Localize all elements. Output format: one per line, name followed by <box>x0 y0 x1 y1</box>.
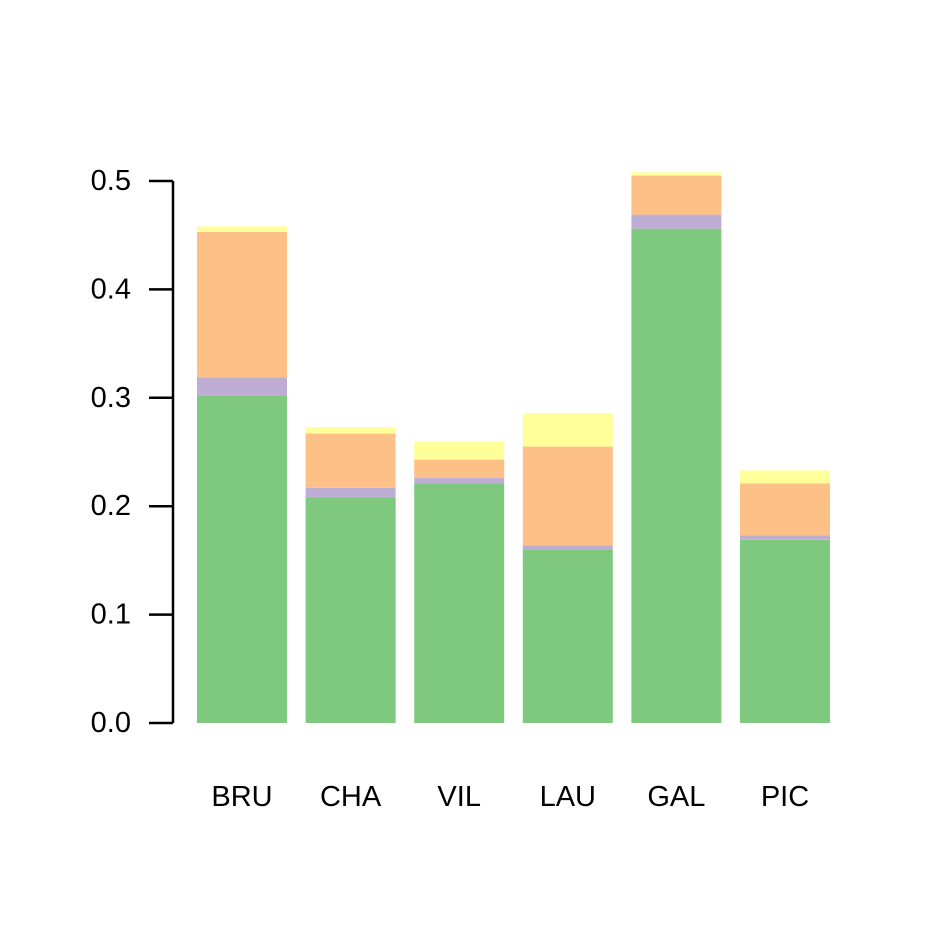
x-category-label: CHA <box>320 781 382 813</box>
bar-segment-bru-3 <box>197 231 287 378</box>
bar-segment-bru-2 <box>197 377 287 396</box>
bar-segment-cha-1 <box>305 497 396 723</box>
bar-segment-cha-3 <box>305 433 396 488</box>
bar-segment-lau-3 <box>522 446 613 546</box>
bar-segment-pic-3 <box>740 483 830 536</box>
y-axis: 0.0 0.1 0.2 0.3 0.4 0.5 <box>91 165 175 739</box>
x-category-label: VIL <box>437 781 481 813</box>
bar-segment-cha-2 <box>305 487 396 498</box>
bar-segment-gal-3 <box>631 175 722 215</box>
bar-segment-cha-4 <box>305 427 396 434</box>
bar-segment-bru-1 <box>197 395 287 723</box>
bar-segment-lau-1 <box>522 549 613 723</box>
x-category-label: GAL <box>647 781 705 813</box>
y-tick-label: 0.0 <box>91 707 131 739</box>
bar-segment-vil-2 <box>414 478 505 484</box>
bar-segment-vil-3 <box>414 459 505 479</box>
y-tick-label: 0.2 <box>91 490 131 522</box>
x-category-label: LAU <box>540 781 596 813</box>
x-category-label: BRU <box>211 781 272 813</box>
bar-segment-pic-1 <box>740 539 830 723</box>
bar-segment-vil-4 <box>414 441 505 460</box>
y-tick-label: 0.5 <box>91 165 131 197</box>
bar-segment-gal-2 <box>631 214 722 229</box>
x-axis-labels: BRU CHA VIL LAU GAL PIC <box>211 781 809 813</box>
bar-segment-lau-2 <box>522 545 613 550</box>
bar-segment-bru-4 <box>197 226 287 232</box>
y-tick-label: 0.1 <box>91 599 131 631</box>
bar-segment-gal-1 <box>631 228 722 724</box>
bars-group <box>197 172 830 724</box>
bar-segment-pic-2 <box>740 535 830 540</box>
bar-segment-vil-1 <box>414 483 505 723</box>
x-category-label: PIC <box>761 781 809 813</box>
y-tick-label: 0.4 <box>91 273 131 305</box>
bar-segment-pic-4 <box>740 470 830 484</box>
bar-segment-gal-4 <box>631 172 722 176</box>
y-tick-label: 0.3 <box>91 382 131 414</box>
bar-segment-lau-4 <box>522 412 613 447</box>
